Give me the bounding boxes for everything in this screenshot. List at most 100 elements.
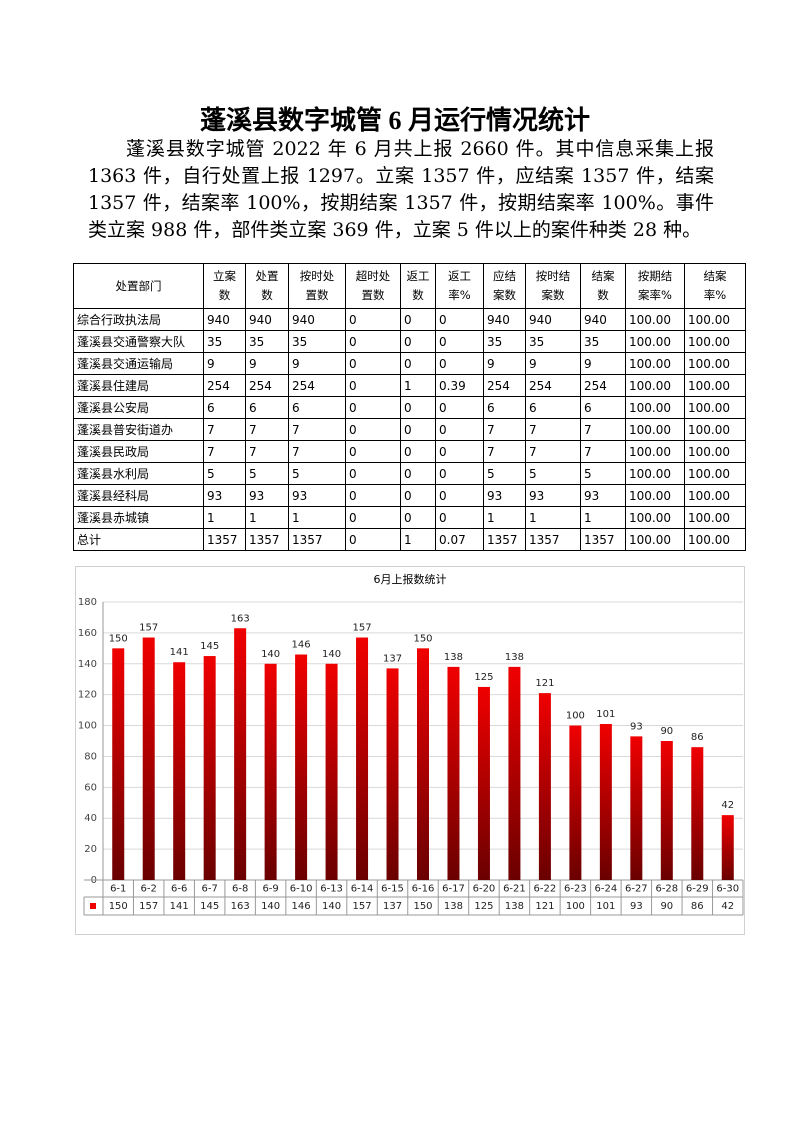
table-cell: 100.00 bbox=[625, 308, 685, 331]
header-text: 返工 bbox=[406, 269, 430, 283]
data-label: 42 bbox=[721, 800, 734, 811]
data-label: 145 bbox=[200, 641, 219, 652]
header-text: 返工 bbox=[448, 269, 471, 283]
bar bbox=[447, 666, 460, 880]
paragraph: 蓬溪县数字城管 2022 年 6 月共上报 2660 件。其中信息采集上报 13… bbox=[88, 138, 714, 241]
header-text: 案数 bbox=[541, 288, 565, 302]
table-cell: 0 bbox=[435, 418, 484, 441]
table-cell: 1 bbox=[203, 506, 246, 529]
table-row: 综合行政执法局 940 940 940 0 0 0 940 940 940 100.00 100.00 bbox=[73, 308, 746, 331]
table-cell: 1357 bbox=[203, 528, 246, 551]
table-body: 综合行政执法局 940 940 940 0 0 0 940 940 940 100.00 100.00… bbox=[73, 308, 746, 551]
table-value: 145 bbox=[200, 901, 219, 912]
table-row: 蓬溪县民政局 7 7 7 0 0 0 7 7 7 100.00 100.00 bbox=[73, 440, 746, 463]
y-tick-label: 80 bbox=[84, 751, 97, 762]
x-tick-label: 6-28 bbox=[655, 884, 678, 895]
data-label: 146 bbox=[292, 640, 311, 651]
table-cell: 100.00 bbox=[684, 462, 746, 485]
x-tick-label: 6-15 bbox=[381, 884, 404, 895]
table-cell: 940 bbox=[525, 308, 581, 331]
table-cell: 9 bbox=[525, 352, 581, 375]
table-value: 93 bbox=[630, 901, 643, 912]
table-row: 蓬溪县公安局 6 6 6 0 0 0 6 6 6 100.00 100.00 bbox=[73, 396, 746, 419]
header-text: 应结 bbox=[493, 269, 516, 283]
table-cell: 0 bbox=[400, 396, 436, 419]
table-cell: 0 bbox=[435, 506, 484, 529]
table-cell: 综合行政执法局 bbox=[73, 308, 204, 331]
y-tick-label: 40 bbox=[84, 813, 97, 824]
table-cell: 100.00 bbox=[684, 506, 746, 529]
table-value: 146 bbox=[292, 901, 311, 912]
table-cell: 0 bbox=[435, 396, 484, 419]
x-tick-label: 6-27 bbox=[625, 884, 648, 895]
x-tick-label: 6-13 bbox=[320, 884, 343, 895]
table-cell: 254 bbox=[525, 374, 581, 397]
table-cell: 0 bbox=[345, 352, 401, 375]
x-tick-label: 6-7 bbox=[201, 884, 217, 895]
table-row: 蓬溪县经科局 93 93 93 0 0 0 93 93 93 100.00 100.00 bbox=[73, 484, 746, 507]
table-cell: 9 bbox=[203, 352, 246, 375]
table-cell: 1 bbox=[245, 506, 289, 529]
header-cell: 立案数 bbox=[203, 263, 246, 309]
table-cell: 9 bbox=[288, 352, 346, 375]
table-cell: 7 bbox=[288, 440, 346, 463]
header-cell: 超时处 置数 bbox=[345, 263, 401, 309]
x-tick-label: 6-8 bbox=[232, 884, 248, 895]
table-cell: 100.00 bbox=[684, 374, 746, 397]
bar bbox=[630, 736, 643, 880]
data-label: 93 bbox=[630, 721, 643, 732]
x-tick-label: 6-1 bbox=[110, 884, 126, 895]
header-text: 按时结 bbox=[535, 269, 571, 283]
table-row: 蓬溪县住建局 254 254 254 0 1 0.39 254 254 254 100.00 100.… bbox=[73, 374, 746, 397]
table-cell: 100.00 bbox=[625, 330, 685, 353]
table-value: 140 bbox=[322, 901, 341, 912]
table-row: 蓬溪县赤城镇 1 1 1 0 0 0 1 1 1 100.00 100.00 bbox=[73, 506, 746, 529]
bar bbox=[599, 724, 612, 880]
table-cell: 254 bbox=[288, 374, 346, 397]
table-cell: 0 bbox=[345, 528, 401, 551]
table-cell: 100.00 bbox=[625, 484, 685, 507]
data-label: 140 bbox=[261, 649, 280, 660]
table-value: 90 bbox=[660, 901, 673, 912]
table-cell: 100.00 bbox=[625, 440, 685, 463]
table-cell: 6 bbox=[580, 396, 626, 419]
bar bbox=[660, 741, 673, 880]
table-cell: 0 bbox=[345, 462, 401, 485]
header-text: 置数 bbox=[305, 288, 329, 302]
table-cell: 蓬溪县民政局 bbox=[73, 440, 204, 463]
header-text: 立案 bbox=[213, 269, 236, 283]
x-tick-label: 6-2 bbox=[141, 884, 157, 895]
table-cell: 9 bbox=[483, 352, 526, 375]
table-cell: 0 bbox=[345, 374, 401, 397]
bar bbox=[142, 637, 155, 880]
table-cell: 0 bbox=[400, 352, 436, 375]
data-label: 140 bbox=[322, 649, 341, 660]
table-cell: 0 bbox=[345, 330, 401, 353]
table-cell: 6 bbox=[288, 396, 346, 419]
table-cell: 7 bbox=[525, 440, 581, 463]
table-cell: 35 bbox=[203, 330, 246, 353]
table-cell: 7 bbox=[483, 440, 526, 463]
bar bbox=[508, 666, 521, 880]
table-cell: 0 bbox=[435, 484, 484, 507]
table-value: 141 bbox=[170, 901, 189, 912]
table-cell: 100.00 bbox=[684, 528, 746, 551]
bar bbox=[264, 663, 277, 880]
table-cell: 7 bbox=[483, 418, 526, 441]
table-cell: 1357 bbox=[245, 528, 289, 551]
x-tick-label: 6-6 bbox=[171, 884, 187, 895]
bar bbox=[691, 747, 704, 880]
table-cell: 蓬溪县住建局 bbox=[73, 374, 204, 397]
table-cell: 93 bbox=[483, 484, 526, 507]
table-cell: 93 bbox=[580, 484, 626, 507]
table-cell: 总计 bbox=[73, 528, 204, 551]
table-cell: 100.00 bbox=[625, 396, 685, 419]
x-tick-label: 6-24 bbox=[595, 884, 618, 895]
table-cell: 0 bbox=[435, 440, 484, 463]
x-tick-label: 6-17 bbox=[442, 884, 465, 895]
x-tick-label: 6-9 bbox=[262, 884, 278, 895]
bar bbox=[386, 668, 399, 880]
header-cell: 结案数 bbox=[580, 263, 626, 309]
y-tick-label: 180 bbox=[78, 597, 97, 608]
bar bbox=[295, 654, 308, 880]
